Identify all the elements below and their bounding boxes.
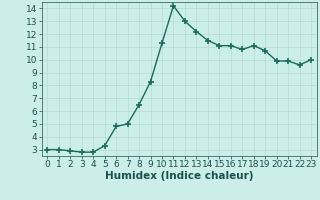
X-axis label: Humidex (Indice chaleur): Humidex (Indice chaleur) (105, 171, 253, 181)
